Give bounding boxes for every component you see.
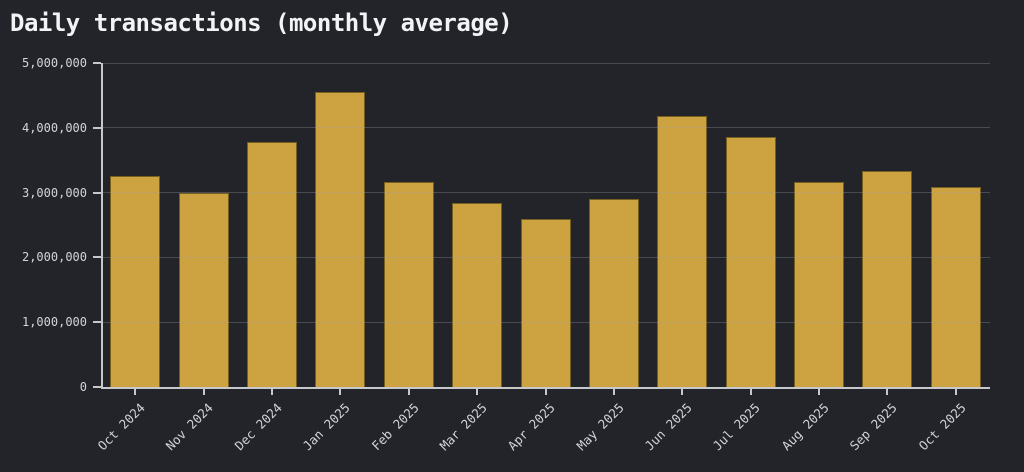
bar bbox=[725, 136, 776, 387]
bar bbox=[588, 199, 639, 387]
bar bbox=[246, 142, 297, 387]
y-axis-tick bbox=[93, 62, 101, 64]
bar bbox=[657, 116, 708, 387]
y-tick-label: 2,000,000 bbox=[21, 250, 87, 265]
chart-title: Daily transactions (monthly average) bbox=[10, 9, 513, 37]
x-axis-tick bbox=[476, 387, 479, 395]
bar bbox=[383, 182, 434, 387]
y-tick-label: 3,000,000 bbox=[21, 185, 87, 200]
bar bbox=[862, 170, 913, 387]
gridline bbox=[101, 321, 990, 323]
gridline bbox=[101, 256, 990, 258]
y-tick-label: 1,000,000 bbox=[21, 315, 87, 330]
y-tick-label: 4,000,000 bbox=[21, 120, 87, 135]
y-tick-label: 5,000,000 bbox=[21, 56, 87, 70]
y-axis-tick bbox=[93, 191, 101, 194]
bar bbox=[520, 219, 571, 387]
x-axis-tick bbox=[134, 387, 137, 395]
x-axis-tick bbox=[339, 387, 342, 395]
bar bbox=[110, 176, 161, 387]
x-axis-tick bbox=[749, 387, 752, 395]
bar bbox=[930, 187, 981, 387]
x-axis-tick bbox=[818, 387, 821, 395]
bar bbox=[452, 202, 503, 387]
y-tick-label: 0 bbox=[79, 380, 87, 394]
gridline bbox=[101, 192, 990, 194]
gridline bbox=[101, 62, 990, 64]
x-axis-tick bbox=[612, 387, 615, 395]
y-axis bbox=[101, 63, 103, 387]
y-axis-tick bbox=[93, 386, 101, 388]
y-axis-tick bbox=[93, 321, 101, 324]
gridline bbox=[101, 127, 990, 129]
x-axis-tick bbox=[407, 387, 410, 395]
y-axis-tick bbox=[93, 256, 101, 259]
bar bbox=[178, 192, 229, 387]
x-axis-tick bbox=[544, 387, 547, 395]
y-axis-tick bbox=[93, 126, 101, 129]
bar bbox=[315, 92, 366, 387]
x-axis-tick bbox=[954, 387, 957, 395]
x-axis-tick bbox=[681, 387, 684, 395]
x-axis-tick bbox=[270, 387, 273, 395]
x-axis bbox=[101, 387, 990, 389]
x-axis-tick bbox=[202, 387, 205, 395]
bar bbox=[794, 181, 845, 387]
x-axis-tick bbox=[886, 387, 889, 395]
